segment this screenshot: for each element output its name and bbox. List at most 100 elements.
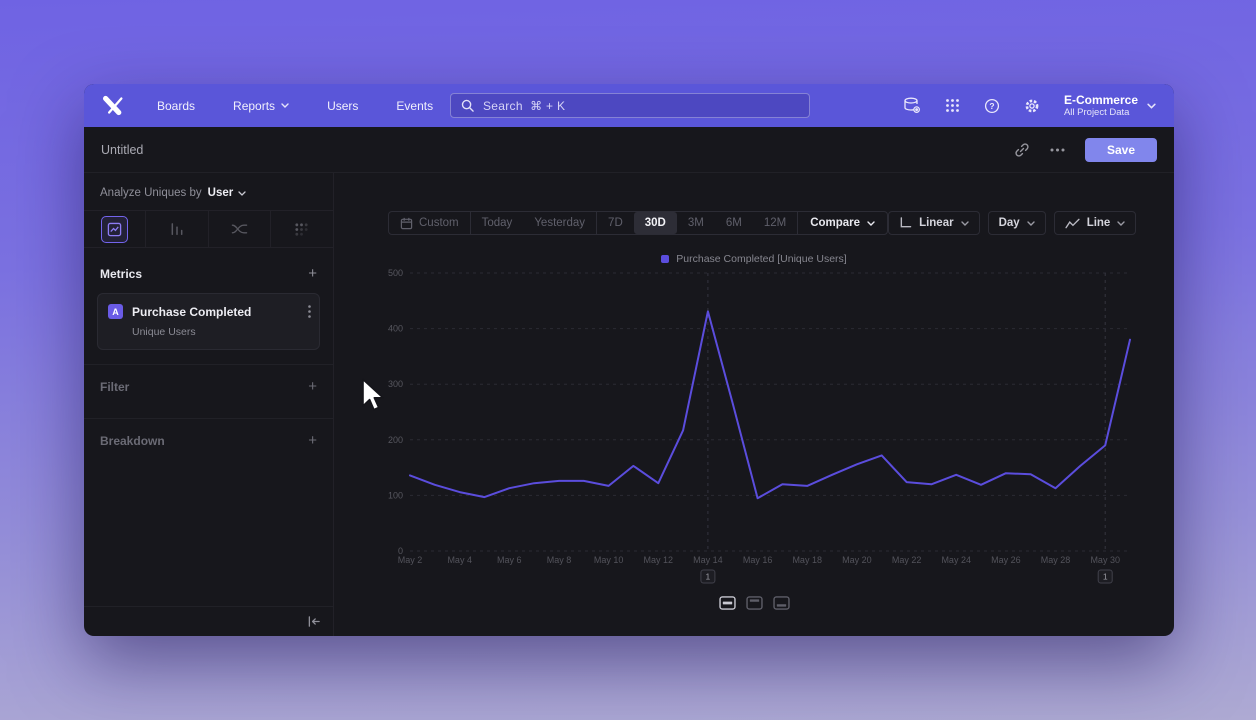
x-tick-label: May 16 [743,555,773,565]
x-tick-label: May 28 [1041,555,1071,565]
add-metric-button[interactable]: + [308,265,317,282]
nav-item-label: Users [327,98,359,113]
range-30d[interactable]: 30D [633,212,677,234]
settings-gear-icon[interactable] [1024,98,1040,114]
metric-menu-icon[interactable] [308,305,311,323]
annotation-badge[interactable] [700,569,716,584]
y-tick-label: 100 [388,490,403,500]
metric-badge: A [108,304,123,319]
breakdown-label: Breakdown [100,434,165,448]
search-bar[interactable] [450,93,810,118]
nav-items: Boards Reports Users Events [157,99,433,113]
range-label: 30D [644,217,666,229]
range-today[interactable]: Today [471,212,524,234]
apps-grid-icon[interactable] [945,98,960,113]
range-7d[interactable]: 7D [597,212,634,234]
tab-insights[interactable] [84,211,147,247]
project-scope: All Project Data [1063,106,1130,118]
project-switcher[interactable]: E-Commerce All Project Data [1063,92,1156,118]
range-label: Yesterday [534,217,586,229]
x-tick-label: May 2 [398,555,423,565]
help-icon[interactable]: ? [984,98,1000,114]
save-button[interactable]: Save [1085,137,1157,162]
annotation-label: 1 [1103,572,1108,582]
funnel-bars-icon [169,222,185,237]
interval-selector[interactable]: Day [987,211,1046,235]
chevron-down-icon [867,220,875,226]
interval-label: Day [998,217,1020,229]
compare-button[interactable]: Compare [798,212,887,234]
analyze-row: Analyze Uniques by User [84,173,333,210]
metric-subtitle[interactable]: Unique Users [132,326,196,338]
metric-title: Purchase Completed [132,304,252,319]
annotation-badge[interactable] [1097,569,1113,584]
chart-type-label: Line [1086,217,1111,229]
data-management-icon[interactable] [903,97,921,114]
x-tick-label: May 18 [792,555,822,565]
breakdown-section: Breakdown + [84,418,333,472]
tab-funnels[interactable] [146,211,209,247]
chevron-down-icon [238,190,246,196]
add-filter-button[interactable]: + [308,378,317,395]
range-label: 3M [687,217,704,229]
legend-swatch [661,255,670,263]
nav-item-events[interactable]: Events [396,99,433,113]
add-breakdown-button[interactable]: + [308,432,317,449]
range-label: Custom [419,217,459,229]
retention-dots-icon [294,222,309,237]
layout-bottom-bar-icon[interactable] [772,596,790,610]
divider [596,212,598,234]
more-options-icon[interactable] [1050,148,1065,152]
project-name: E-Commerce [1063,92,1138,107]
y-tick-label: 200 [388,435,403,445]
search-input[interactable] [483,98,799,113]
y-tick-label: 400 [388,324,403,334]
analyze-by-selector[interactable]: User [208,187,247,199]
nav-item-label: Events [396,98,434,113]
range-yesterday[interactable]: Yesterday [523,212,596,234]
range-12m[interactable]: 12M [753,212,797,234]
chart-display-controls: Linear Day Line [888,211,1137,235]
report-type-tabs [84,210,333,248]
chart-type-selector[interactable]: Line [1053,211,1137,235]
y-tick-label: 300 [388,379,403,389]
nav-item-boards[interactable]: Boards [157,99,195,113]
date-range-group: Custom Today Yesterday 7D 30D 3M 6M 12M Compare [388,211,889,235]
nav-item-reports[interactable]: Reports [233,99,289,113]
x-tick-label: May 4 [447,555,472,565]
divider [797,212,799,234]
compare-label: Compare [810,217,861,229]
layout-rows-icon[interactable] [718,596,736,610]
analyze-label: Analyze Uniques by [100,187,202,199]
x-tick-label: May 14 [693,555,723,565]
report-title[interactable]: Untitled [101,142,144,157]
scale-label: Linear [919,217,954,229]
x-tick-label: May 6 [497,555,522,565]
y-tick-label: 500 [388,268,403,278]
layout-top-bar-icon[interactable] [745,596,763,610]
query-builder-sidebar: Analyze Uniques by User [84,173,334,636]
share-link-icon[interactable] [1014,142,1030,158]
metric-card[interactable]: A Purchase Completed Unique Users [97,293,320,350]
mixpanel-logo-icon[interactable] [102,95,125,116]
tab-retention[interactable] [271,211,333,247]
chart-line [409,310,1131,500]
chart-toolbar: Custom Today Yesterday 7D 30D 3M 6M 12M Compare… [388,211,1137,235]
range-3m[interactable]: 3M [677,212,715,234]
scale-selector[interactable]: Linear [888,211,980,235]
x-tick-label: May 8 [547,555,572,565]
filter-section: Filter + [84,364,333,418]
collapse-sidebar-icon[interactable] [307,615,321,628]
insights-chart-icon [101,215,129,243]
tab-flows[interactable] [209,211,271,247]
legend-label: Purchase Completed [Unique Users] [676,253,847,265]
divider [469,212,471,234]
metrics-section-header: Metrics + [84,248,333,291]
nav-item-users[interactable]: Users [327,99,358,113]
x-tick-label: May 12 [644,555,674,565]
line-chart-icon [1065,218,1080,228]
range-custom[interactable]: Custom [389,212,470,234]
flows-icon [231,222,248,236]
range-6m[interactable]: 6M [715,212,753,234]
chevron-down-icon [1117,220,1126,226]
